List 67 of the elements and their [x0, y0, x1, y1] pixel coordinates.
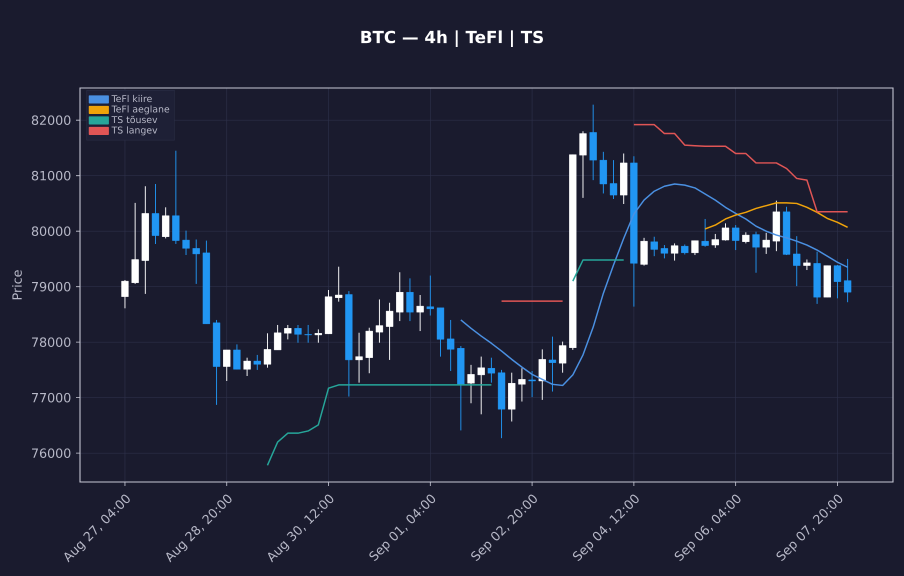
candlestick: [416, 294, 424, 332]
candlestick: [732, 224, 740, 251]
candlestick: [233, 344, 241, 370]
legend-label: TS langev: [112, 126, 158, 136]
candlestick: [660, 244, 668, 259]
candlestick: [264, 332, 272, 368]
candlestick: [548, 336, 556, 392]
y-tick-label: 77000: [32, 392, 70, 402]
chart-title: BTC — 4h | TeFl | TS: [361, 30, 543, 47]
candlestick: [254, 354, 261, 370]
candlestick: [294, 324, 302, 344]
candlestick: [610, 160, 618, 200]
candlestick: [701, 218, 709, 248]
y-tick-label: 78000: [32, 337, 70, 347]
candlestick: [182, 230, 190, 256]
legend-label: TS tõusev: [112, 116, 158, 124]
candlestick: [600, 151, 608, 194]
candlestick: [447, 319, 454, 372]
candlestick: [762, 232, 770, 254]
candlestick: [558, 341, 566, 374]
candlestick: [803, 259, 811, 270]
legend-label: TeFl aeglane: [112, 105, 170, 114]
candlestick: [670, 242, 678, 262]
candlestick: [406, 278, 414, 322]
candlestick: [640, 237, 648, 266]
candlestick: [335, 266, 342, 302]
candlestick: [131, 202, 139, 284]
candlestick: [722, 222, 730, 242]
candlestick: [467, 364, 475, 404]
y-tick-label: 79000: [32, 282, 70, 292]
y-tick-label: 76000: [32, 448, 70, 458]
candlestick: [518, 368, 526, 402]
candlestick: [192, 239, 200, 284]
candlestick: [304, 324, 312, 344]
candlestick: [274, 324, 282, 350]
candlestick: [243, 357, 251, 376]
candlestick: [834, 264, 842, 299]
candlestick: [355, 332, 363, 384]
candlestick: [223, 349, 230, 382]
candlestick: [488, 357, 496, 384]
candlestick: [396, 272, 404, 322]
legend-label: TeFl kiire: [112, 94, 152, 102]
y-tick-label: 80000: [32, 226, 70, 236]
y-axis-title: Price: [12, 270, 22, 300]
candlestick: [579, 130, 587, 198]
candlestick: [386, 302, 394, 360]
candlestick: [752, 231, 760, 274]
candlestick: [478, 356, 485, 415]
candlestick: [528, 370, 536, 398]
candlestick: [426, 275, 434, 316]
candlestick: [742, 232, 750, 244]
candlestick: [844, 258, 852, 303]
candlestick: [650, 236, 658, 257]
candlestick: [793, 236, 800, 287]
candlestick: [538, 348, 546, 400]
y-tick-label: 82000: [32, 115, 70, 125]
candlestick: [284, 324, 292, 340]
candlestick: [162, 206, 170, 239]
y-tick-label: 81000: [32, 170, 70, 180]
candlestick: [376, 298, 384, 344]
line-series: [704, 202, 848, 230]
candlestick: [121, 280, 129, 309]
candlestick: [314, 328, 322, 344]
candlestick: [152, 184, 160, 244]
candlestick: [691, 240, 699, 256]
candlestick: [681, 244, 688, 255]
candlestick: [712, 233, 719, 248]
